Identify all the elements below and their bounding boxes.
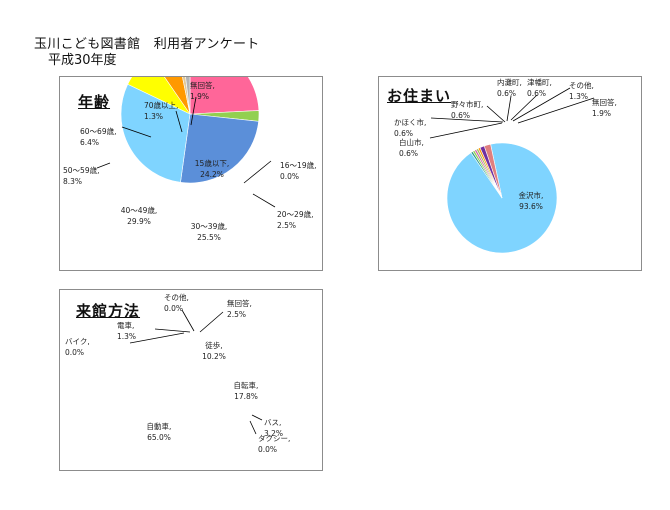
access-slice-label: タクシー, 0.0% bbox=[258, 434, 290, 454]
age-slice bbox=[189, 77, 260, 115]
age-slice bbox=[120, 83, 191, 183]
age-leader-line bbox=[252, 193, 276, 208]
age-slice-label: 無回答, 1.9% bbox=[190, 80, 215, 101]
age-slice-label: 30～39歳, 25.5% bbox=[191, 221, 227, 242]
age-slice-label: 20～29歳, 2.5% bbox=[277, 209, 313, 230]
residence-leader-line bbox=[430, 117, 504, 123]
access-labels: 徒歩, 10.2% 自転車, 17.8% バス, 3.2%タクシー, 0.0% 自動車, 65.… bbox=[65, 292, 290, 454]
access-slice-label: 電車, 1.3% bbox=[117, 320, 136, 341]
age-slice bbox=[164, 77, 191, 115]
access-leader-line bbox=[249, 420, 257, 435]
access-leader-line bbox=[199, 311, 224, 333]
age-slice-label: 15歳以下, 24.2% bbox=[195, 158, 229, 179]
residence-leader-line bbox=[512, 87, 571, 122]
residence-leader-line bbox=[429, 122, 503, 139]
age-slice-label: 16～19歳, 0.0% bbox=[280, 160, 316, 181]
residence-labels: 金沢市, 93.6% 白山市, 0.6%かほく市, 0.6% 野々市町, 0.6% 内灘町, 0… bbox=[394, 77, 617, 211]
access-slice-label: 自転車, 17.8% bbox=[234, 380, 259, 401]
age-labels: 15歳以下, 24.2% 16～19歳, 0.0% 20～29歳, 2.5% 30～39歳,… bbox=[63, 80, 316, 242]
age-leader-line bbox=[243, 160, 272, 184]
residence-slice-label: その他, 1.3% bbox=[569, 80, 594, 101]
age-chart-title: 年齢 bbox=[78, 93, 111, 111]
age-leader-line bbox=[190, 96, 197, 126]
residence-slice-label: 金沢市, 93.6% bbox=[519, 190, 544, 211]
residence-slice-label: 津幡町, 0.6% bbox=[527, 77, 552, 98]
residence-slice-label: かほく市, 0.6% bbox=[394, 117, 426, 138]
access-leader-line bbox=[181, 309, 195, 332]
age-leader-line bbox=[121, 126, 152, 138]
residence-slice-label: 白山市, 0.6% bbox=[399, 137, 424, 158]
page-title: 玉川こども図書館 利用者アンケート bbox=[34, 37, 260, 52]
age-slice-label: 70歳以上, 1.3% bbox=[144, 100, 178, 121]
access-slice-label: その他, 0.0% bbox=[164, 292, 189, 313]
age-slice bbox=[182, 77, 191, 115]
age-chart-panel: 年齢 15歳以下, 24.2% 16～19歳, 0.0% 20～29歳, 2.5% 30～3… bbox=[59, 76, 323, 271]
age-slice bbox=[127, 77, 191, 115]
residence-leader-line bbox=[486, 105, 506, 123]
access-slice-label: 自動車, 65.0% bbox=[147, 421, 172, 442]
residence-chart-panel: お住まい 金沢市, 93.6% 白山市, 0.6% かほく市, 0.6% 野々市町, 0.6%… bbox=[378, 76, 642, 271]
age-leader-line bbox=[175, 110, 183, 133]
page-subtitle: 平成30年度 bbox=[48, 53, 117, 68]
residence-slices bbox=[446, 142, 558, 254]
age-slice bbox=[185, 77, 191, 115]
access-slice-label: 徒歩, 10.2% bbox=[202, 340, 226, 361]
residence-slice-label: 野々市町, 0.6% bbox=[451, 99, 483, 120]
residence-slice bbox=[483, 143, 503, 199]
page-header: 玉川こども図書館 利用者アンケート 平成30年度 bbox=[34, 37, 260, 68]
age-pie-chart: 15歳以下, 24.2% 16～19歳, 0.0% 20～29歳, 2.5% 30～39歳,… bbox=[63, 77, 316, 242]
age-slice-label: 50～59歳, 8.3% bbox=[63, 165, 99, 186]
residence-leader-line bbox=[506, 95, 512, 122]
access-leader-line bbox=[129, 332, 185, 344]
residence-slice-label: 内灘町, 0.6% bbox=[497, 77, 522, 98]
access-pie-chart: 徒歩, 10.2% 自転車, 17.8% バス, 3.2%タクシー, 0.0% 自動車, 65.… bbox=[65, 292, 290, 454]
access-slice-label: 無回答, 2.5% bbox=[227, 298, 252, 319]
access-slice-label: バイク, 0.0% bbox=[65, 337, 90, 357]
access-chart-panel: 来館方法 徒歩, 10.2% 自転車, 17.8% バス, 3.2% タクシー, 0.0% 自動… bbox=[59, 289, 323, 471]
access-leader-line bbox=[251, 414, 263, 421]
access-leader-line bbox=[154, 328, 191, 333]
age-leader-line bbox=[96, 162, 111, 169]
residence-chart-title: お住まい bbox=[387, 87, 452, 105]
age-slices bbox=[120, 77, 260, 184]
residence-pie-chart: 金沢市, 93.6% 白山市, 0.6%かほく市, 0.6% 野々市町, 0.6% 内灘町, 0… bbox=[394, 77, 617, 254]
residence-leader-line bbox=[517, 97, 595, 124]
age-slice-label: 60～69歳, 6.4% bbox=[80, 126, 116, 147]
access-chart-title: 来館方法 bbox=[76, 302, 141, 320]
residence-slice-label: 無回答, 1.9% bbox=[592, 97, 617, 118]
residence-leader-line bbox=[510, 94, 538, 121]
age-slice-label: 40～49歳, 29.9% bbox=[121, 205, 157, 226]
age-slice bbox=[180, 113, 259, 184]
access-slice-label: バス, 3.2% bbox=[264, 418, 283, 438]
